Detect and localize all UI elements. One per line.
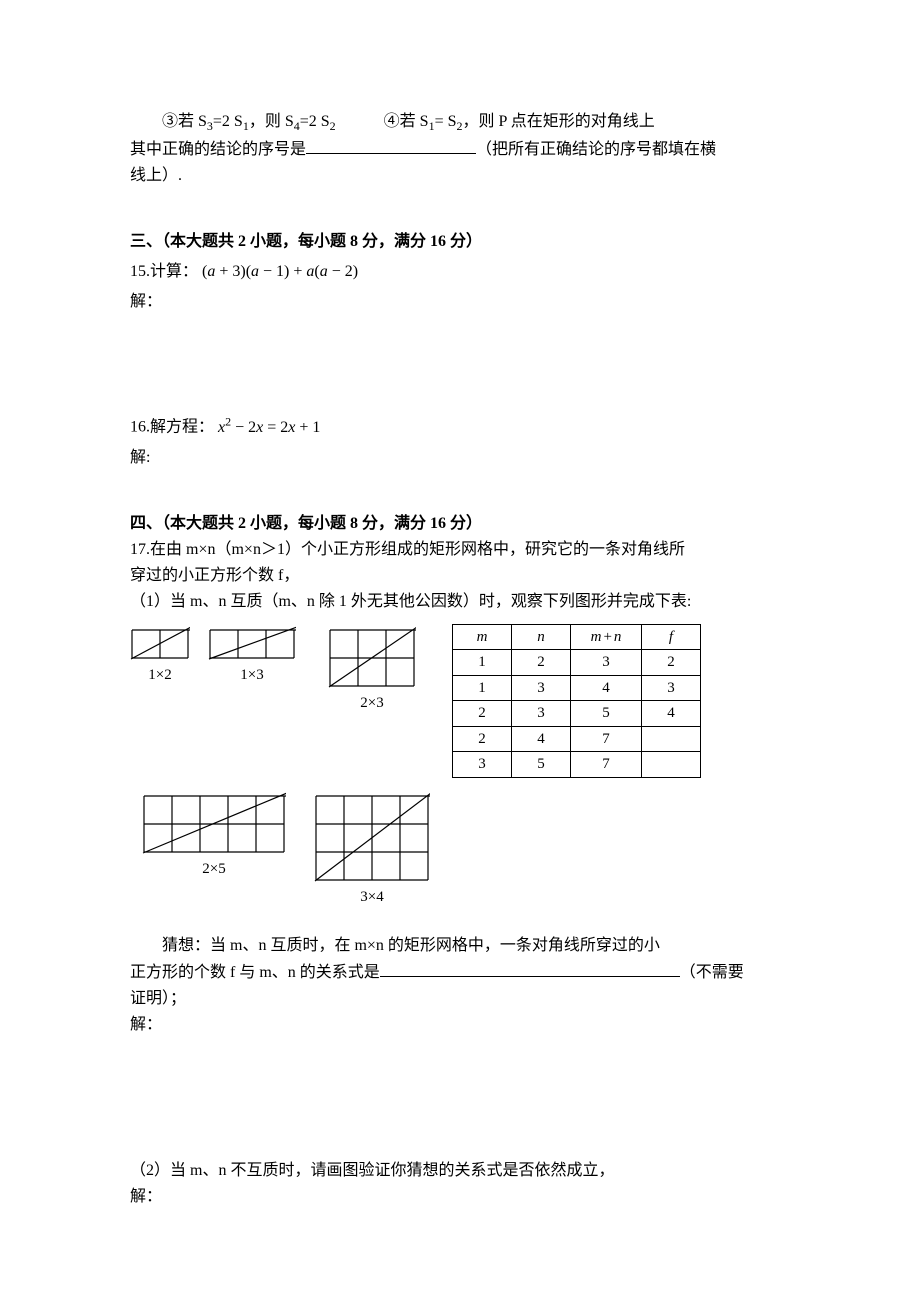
t: − 2): [328, 263, 358, 280]
text: =2 S: [300, 113, 330, 130]
t: a: [251, 263, 259, 280]
cell-f: [642, 752, 701, 778]
figure-row-2: 2×5 3×4: [142, 788, 800, 909]
data-table: m n m+n f 123213432354247357: [452, 624, 701, 778]
t: m: [591, 629, 602, 645]
cell-f: 4: [642, 701, 701, 727]
cell-m: 2: [453, 726, 512, 752]
cell-m: 3: [453, 752, 512, 778]
t: − 2: [231, 419, 256, 436]
guess-line3: 证明）；: [130, 987, 800, 1011]
q15-sol: 解：: [130, 290, 800, 314]
grid-2x5: 2×5: [142, 788, 286, 881]
cell-mn: 5: [571, 701, 642, 727]
th-m: m: [453, 624, 512, 650]
answer-blank[interactable]: [380, 960, 680, 977]
table-header-row: m n m+n f: [453, 624, 701, 650]
text: ，则 S: [249, 113, 294, 130]
frag-line3: 线上）.: [130, 164, 800, 188]
text: ，则 P 点在矩形的对角线上: [463, 113, 655, 130]
cell-n: 3: [512, 701, 571, 727]
th-f: f: [642, 624, 701, 650]
grid-1x3: 1×3: [208, 622, 296, 687]
spacer: [130, 316, 800, 412]
grid-1x2: 1×2: [130, 622, 190, 687]
cell-mn: 4: [571, 675, 642, 701]
spacer: [130, 190, 800, 230]
frag-line2: 其中正确的结论的序号是 （把所有正确结论的序号都填在横: [130, 137, 800, 162]
text: 其中正确的结论的序号是: [130, 141, 306, 158]
th-mn: m+n: [571, 624, 642, 650]
t: + 1: [295, 419, 320, 436]
q15-expr: (a + 3)(a − 1) + a(a − 2): [202, 263, 358, 280]
answer-blank[interactable]: [306, 137, 476, 154]
part2: （2）当 m、n 不互质时，请画图验证你猜想的关系式是否依然成立，: [130, 1159, 800, 1183]
q16-label: 16.解方程：: [130, 419, 214, 436]
caption: 3×4: [360, 886, 383, 909]
text: =2 S: [213, 113, 243, 130]
spacer: [130, 908, 800, 924]
grid-2x3: 2×3: [328, 622, 416, 715]
text: = S: [435, 113, 457, 130]
text: 正方形的个数 f 与 m、n 的关系式是: [130, 964, 380, 981]
text: ③若 S: [162, 113, 207, 130]
table-row: 357: [453, 752, 701, 778]
table-row: 247: [453, 726, 701, 752]
spacer: [130, 1039, 800, 1159]
cell-mn: 3: [571, 650, 642, 676]
text: [336, 113, 384, 130]
text: （把所有正确结论的序号都填在横: [476, 141, 716, 158]
table-row: 1343: [453, 675, 701, 701]
cell-m: 2: [453, 701, 512, 727]
q15-label: 15.计算：: [130, 263, 198, 280]
cell-f: 2: [642, 650, 701, 676]
section4-heading: 四、（本大题共 2 小题，每小题 8 分，满分 16 分）: [130, 512, 800, 536]
part2-sol: 解：: [130, 1185, 800, 1209]
table-row: 1232: [453, 650, 701, 676]
cell-n: 5: [512, 752, 571, 778]
cell-m: 1: [453, 675, 512, 701]
cell-mn: 7: [571, 752, 642, 778]
figure-row-1: 1×2 1×3 2×3 m n m+n f 123213432354247357: [130, 622, 800, 778]
caption: 1×2: [148, 664, 171, 687]
t: + 3)(: [215, 263, 251, 280]
section3-heading: 三、（本大题共 2 小题，每小题 8 分，满分 16 分）: [130, 230, 800, 254]
t: = 2: [263, 419, 288, 436]
cell-n: 2: [512, 650, 571, 676]
page: ③若 S 3 =2 S 1 ，则 S 4 =2 S 2 ④若 S 1 = S 2 ，则 P 点在矩形的…: [0, 0, 920, 1271]
caption: 2×3: [360, 692, 383, 715]
q17-line3: （1）当 m、n 互质（m、n 除 1 外无其他公因数）时，观察下列图形并完成下…: [130, 590, 800, 614]
cell-f: 3: [642, 675, 701, 701]
th-n: n: [512, 624, 571, 650]
cell-m: 1: [453, 650, 512, 676]
t: +: [601, 629, 613, 645]
q16-expr: x2 − 2x = 2x + 1: [218, 419, 320, 436]
guess-line1: 猜想：当 m、n 互质时，在 m×n 的矩形网格中，一条对角线所穿过的小: [130, 934, 800, 958]
t: a: [320, 263, 328, 280]
q16: 16.解方程： x2 − 2x = 2x + 1: [130, 412, 800, 439]
caption: 2×5: [202, 858, 225, 881]
grid-3x4: 3×4: [314, 788, 430, 909]
caption: 1×3: [240, 664, 263, 687]
cell-n: 4: [512, 726, 571, 752]
spacer: [130, 472, 800, 512]
q15: 15.计算： (a + 3)(a − 1) + a(a − 2): [130, 260, 800, 284]
frag-line1: ③若 S3=2 S1，则 S4=2 S2 ④若 S1= S2，则 P 点在矩形的…: [130, 110, 800, 135]
t: − 1) +: [259, 263, 306, 280]
guess-sol: 解：: [130, 1013, 800, 1037]
q17-line1: 17.在由 m×n（m×n＞1）个小正方形组成的矩形网格中，研究它的一条对角线所: [130, 538, 800, 562]
table-row: 2354: [453, 701, 701, 727]
cell-f: [642, 726, 701, 752]
q17-line2: 穿过的小正方形个数 f，: [130, 564, 800, 588]
text: （不需要: [680, 964, 744, 981]
guess-line2: 正方形的个数 f 与 m、n 的关系式是 （不需要: [130, 960, 800, 985]
cell-mn: 7: [571, 726, 642, 752]
t: n: [614, 629, 622, 645]
q16-sol: 解:: [130, 446, 800, 470]
text: ④若 S: [384, 113, 429, 130]
cell-n: 3: [512, 675, 571, 701]
